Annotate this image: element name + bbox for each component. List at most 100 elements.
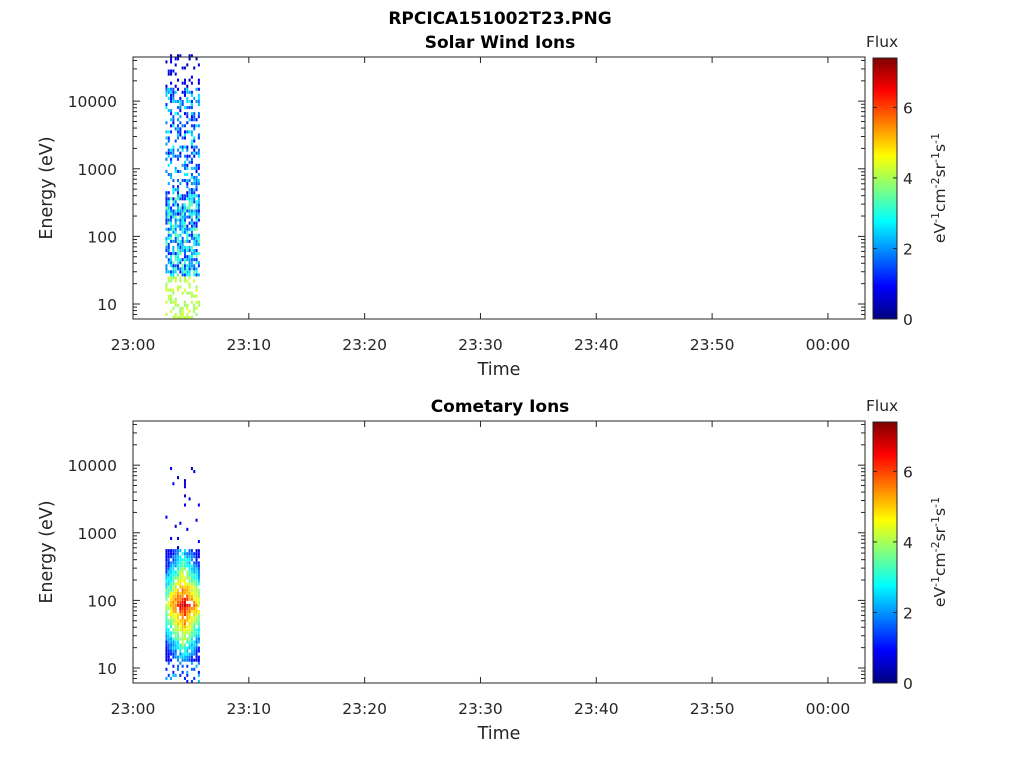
heatmap-cell: [190, 130, 193, 134]
heatmap-cell: [181, 625, 184, 629]
heatmap-cell: [174, 127, 177, 131]
heatmap-cell: [172, 622, 175, 626]
heatmap-cell: [172, 87, 175, 91]
heatmap-cell: [195, 236, 198, 240]
heatmap-cell: [174, 631, 177, 635]
heatmap-cell: [197, 233, 200, 237]
heatmap-cell: [177, 236, 180, 240]
heatmap-cell: [181, 264, 184, 268]
heatmap-cell: [195, 221, 198, 225]
heatmap-cell: [195, 655, 198, 659]
heatmap-cell: [186, 561, 189, 565]
heatmap-cell: [193, 676, 196, 680]
heatmap-cell: [179, 570, 182, 574]
heatmap-cell: [190, 291, 193, 295]
heatmap-cell: [179, 558, 182, 562]
heatmap-cell: [195, 212, 198, 216]
heatmap-cell: [186, 655, 189, 659]
heatmap-cell: [195, 166, 198, 170]
heatmap-cell: [193, 573, 196, 577]
heatmap-cell: [167, 212, 170, 216]
heatmap-cell: [172, 640, 175, 644]
y-tick-label: 10: [97, 660, 117, 678]
heatmap-cell: [177, 564, 180, 568]
heatmap-cell: [197, 206, 200, 210]
heatmap-cell: [181, 315, 184, 319]
x-tick-label: 23:40: [574, 336, 619, 354]
heatmap-cell: [190, 594, 193, 598]
heatmap-cell: [174, 673, 177, 677]
heatmap-cell: [170, 631, 173, 635]
heatmap-cell: [172, 224, 175, 228]
heatmap-cell: [190, 649, 193, 653]
heatmap-cell: [193, 127, 196, 131]
heatmap-cell: [170, 109, 173, 113]
heatmap-cell: [179, 619, 182, 623]
heatmap-cell: [186, 606, 189, 610]
heatmap-cell: [181, 273, 184, 277]
heatmap-cell: [174, 603, 177, 607]
heatmap-cell: [172, 631, 175, 635]
heatmap-cell: [183, 303, 186, 307]
heatmap-cell: [188, 652, 191, 656]
heatmap-cell: [188, 78, 191, 82]
heatmap-cell: [170, 118, 173, 122]
heatmap-cell: [183, 136, 186, 140]
heatmap-cell: [193, 585, 196, 589]
heatmap-cell: [172, 203, 175, 207]
heatmap-cell: [179, 154, 182, 158]
heatmap-cell: [172, 670, 175, 674]
heatmap-cell: [186, 194, 189, 198]
heatmap-cell: [177, 549, 180, 553]
heatmap-cell: [190, 182, 193, 186]
heatmap-cell: [181, 163, 184, 167]
heatmap-cell: [165, 282, 168, 286]
heatmap-cell: [197, 540, 200, 544]
heatmap-cell: [188, 267, 191, 271]
heatmap-cell: [170, 297, 173, 301]
heatmap-cell: [188, 549, 191, 553]
heatmap-cell: [193, 151, 196, 155]
heatmap-cell: [181, 609, 184, 614]
heatmap-cell: [183, 637, 186, 641]
heatmap-cell: [197, 163, 200, 167]
heatmap-cell: [186, 646, 189, 650]
heatmap-cell: [195, 552, 198, 556]
heatmap-cell: [190, 203, 193, 207]
heatmap-cell: [177, 267, 180, 271]
heatmap-cell: [197, 564, 200, 568]
heatmap-cell: [195, 600, 198, 604]
heatmap-cell: [170, 261, 173, 265]
heatmap-cell: [179, 109, 182, 113]
heatmap-cell: [179, 258, 182, 262]
heatmap-cell: [179, 306, 182, 310]
heatmap-cell: [193, 182, 196, 186]
heatmap-cell: [181, 652, 184, 656]
heatmap-cell: [174, 203, 177, 207]
heatmap-cell: [188, 585, 191, 589]
heatmap-cell: [172, 591, 175, 595]
heatmap-cell: [177, 148, 180, 152]
heatmap-cell: [167, 163, 170, 167]
heatmap-cell: [170, 197, 173, 201]
heatmap-cell: [190, 631, 193, 635]
heatmap-cell: [167, 646, 170, 650]
heatmap-cell: [197, 573, 200, 577]
heatmap-cell: [167, 72, 170, 76]
heatmap-cell: [188, 54, 191, 58]
heatmap-cell: [165, 667, 168, 671]
heatmap-cell: [174, 212, 177, 216]
heatmap-cell: [179, 267, 182, 271]
heatmap-cell: [183, 658, 186, 662]
heatmap-cell: [177, 628, 180, 632]
heatmap-cell: [181, 622, 184, 626]
heatmap-cell: [183, 112, 186, 116]
heatmap-cell: [177, 239, 180, 243]
heatmap-cell: [190, 102, 193, 107]
heatmap-cell: [197, 166, 200, 170]
heatmap-cell: [174, 597, 177, 601]
heatmap-cell: [170, 69, 173, 73]
heatmap-cell: [186, 570, 189, 574]
x-axis-label-cometary: Time: [477, 724, 521, 744]
heatmap-cell: [181, 215, 184, 219]
